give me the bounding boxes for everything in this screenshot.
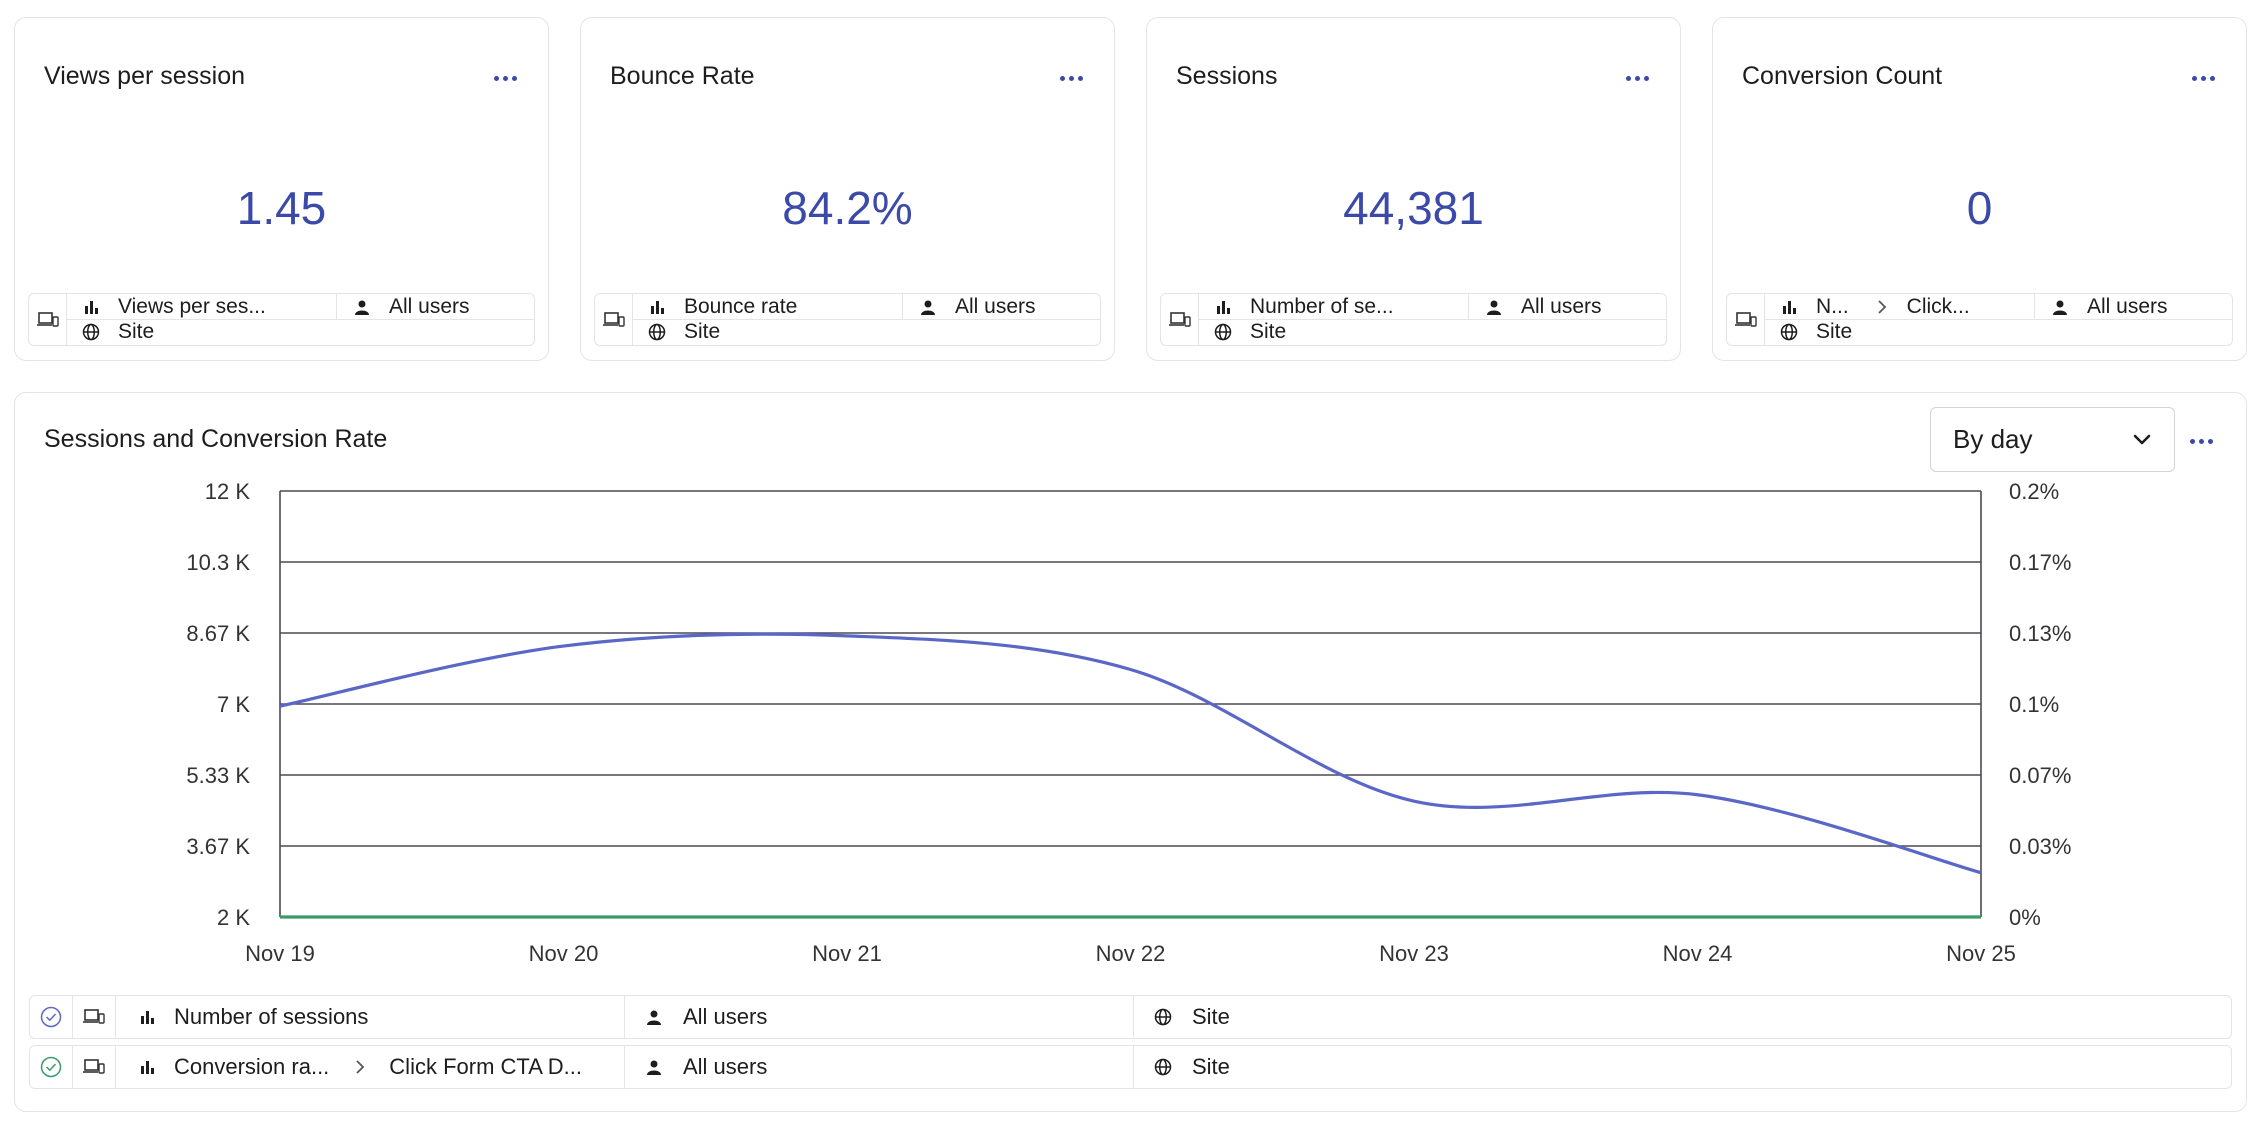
series-legend-row[interactable]: Conversion ra... Click Form CTA D... All u… <box>29 1045 2232 1089</box>
x-tick-label: Nov 20 <box>529 941 599 966</box>
y-right-tick-label: 0.03% <box>2009 834 2071 859</box>
globe-icon <box>646 321 668 343</box>
series-step-label: Click Form CTA D... <box>389 1054 583 1079</box>
y-left-tick-label: 3.67 K <box>186 834 250 859</box>
series-line-sessions <box>279 632 1982 875</box>
card-query-summary[interactable]: Bounce rate All users Site <box>594 293 1101 346</box>
scope-label: Site <box>1192 1004 1230 1029</box>
y-right-tick-label: 0.07% <box>2009 763 2071 788</box>
segment-label: All users <box>2087 294 2168 318</box>
card-query-summary[interactable]: N... Click... All users Site <box>1726 293 2233 346</box>
metric-card: Sessions 44,381 Number of se... All users Si… <box>1146 17 1681 361</box>
chevron-right-icon <box>349 1056 371 1078</box>
metric-step-label: Click... <box>1906 294 1970 318</box>
scope-label: Site <box>1250 320 1287 343</box>
y-left-tick-label: 10.3 K <box>186 550 250 575</box>
y-right-tick-label: 0.1% <box>2009 692 2059 717</box>
bar-chart-icon <box>1212 296 1234 318</box>
series-toggle-check-icon[interactable] <box>30 1046 73 1088</box>
user-icon <box>643 1056 665 1078</box>
device-icon <box>73 996 116 1038</box>
granularity-dropdown[interactable]: By day <box>1930 407 2175 472</box>
sessions-conversion-chart-card: Sessions and Conversion Rate By day 2 K 0… <box>14 392 2247 1112</box>
metric-value: 0 <box>1966 182 1993 234</box>
x-tick-label: Nov 23 <box>1379 941 1449 966</box>
globe-icon <box>1152 1006 1174 1028</box>
more-options-icon[interactable] <box>1626 76 1649 81</box>
metric-label: N... <box>1816 294 1849 318</box>
card-title: Views per session <box>44 62 246 90</box>
y-left-tick-label: 5.33 K <box>186 763 250 788</box>
y-right-tick-label: 0.13% <box>2009 621 2071 646</box>
y-left-tick-label: 2 K <box>217 905 250 930</box>
metric-label: Bounce rate <box>684 294 798 318</box>
y-left-tick-label: 8.67 K <box>186 621 250 646</box>
chart-title: Sessions and Conversion Rate <box>44 425 388 453</box>
metric-value: 84.2% <box>782 182 913 234</box>
device-icon <box>595 294 633 345</box>
series-metric-label: Conversion ra... <box>174 1054 330 1079</box>
segment-label: All users <box>389 294 470 318</box>
series-toggle-check-icon[interactable] <box>30 996 73 1038</box>
device-icon <box>73 1046 116 1088</box>
metric-value: 1.45 <box>236 182 327 234</box>
line-chart: 2 K 0% 3.67 K 0.03% 5.33 K 0.07% 7 K 0.1% 8.67 K… <box>186 479 2071 966</box>
bar-chart-icon <box>136 1056 158 1078</box>
metric-label: Number of se... <box>1250 294 1394 318</box>
x-tick-label: Nov 21 <box>812 941 882 966</box>
user-icon <box>2049 296 2071 318</box>
bar-chart-icon <box>136 1006 158 1028</box>
series-metric-label: Number of sessions <box>174 1004 369 1029</box>
chevron-right-icon <box>1871 296 1893 318</box>
y-right-tick-label: 0.17% <box>2009 550 2071 575</box>
device-icon <box>29 294 67 345</box>
scope-label: Site <box>118 320 155 343</box>
x-tick-label: Nov 19 <box>245 941 315 966</box>
card-query-summary[interactable]: Views per ses... All users Site <box>28 293 535 346</box>
card-query-summary[interactable]: Number of se... All users Site <box>1160 293 1667 346</box>
y-right-tick-label: 0% <box>2009 905 2041 930</box>
scope-label: Site <box>1192 1054 1230 1079</box>
segment-label: All users <box>683 1054 768 1079</box>
more-options-icon[interactable] <box>2192 76 2215 81</box>
chevron-down-icon <box>2133 434 2151 444</box>
y-right-tick-label: 0.2% <box>2009 479 2059 504</box>
bar-chart-icon <box>80 296 102 318</box>
card-title: Bounce Rate <box>610 62 755 90</box>
user-icon <box>917 296 939 318</box>
metric-value: 44,381 <box>1343 182 1484 234</box>
metric-label: Views per ses... <box>118 294 266 318</box>
metric-card: Bounce Rate 84.2% Bounce rate All users Site <box>580 17 1115 361</box>
y-left-tick-label: 7 K <box>217 692 250 717</box>
chart-more-options-icon[interactable] <box>2190 439 2213 444</box>
more-options-icon[interactable] <box>494 76 517 81</box>
y-left-tick-label: 12 K <box>205 479 251 504</box>
metric-card: Conversion Count 0 N... Click... All users Si… <box>1712 17 2247 361</box>
granularity-value: By day <box>1953 424 2033 454</box>
scope-label: Site <box>684 320 721 343</box>
series-legend-row[interactable]: Number of sessions All users Site <box>29 995 2232 1039</box>
bar-chart-icon <box>646 296 668 318</box>
segment-label: All users <box>683 1004 768 1029</box>
segment-label: All users <box>1521 294 1602 318</box>
segment-label: All users <box>955 294 1036 318</box>
device-icon <box>1161 294 1199 345</box>
bar-chart-icon <box>1778 296 1800 318</box>
card-title: Conversion Count <box>1742 62 1943 90</box>
user-icon <box>1483 296 1505 318</box>
globe-icon <box>1152 1056 1174 1078</box>
user-icon <box>643 1006 665 1028</box>
globe-icon <box>1212 321 1234 343</box>
scope-label: Site <box>1816 320 1853 343</box>
card-title: Sessions <box>1176 62 1278 90</box>
user-icon <box>351 296 373 318</box>
x-tick-label: Nov 22 <box>1096 941 1166 966</box>
x-tick-label: Nov 25 <box>1946 941 2016 966</box>
x-tick-label: Nov 24 <box>1663 941 1733 966</box>
device-icon <box>1727 294 1765 345</box>
more-options-icon[interactable] <box>1060 76 1083 81</box>
globe-icon <box>80 321 102 343</box>
globe-icon <box>1778 321 1800 343</box>
metric-card: Views per session 1.45 Views per ses... All… <box>14 17 549 361</box>
